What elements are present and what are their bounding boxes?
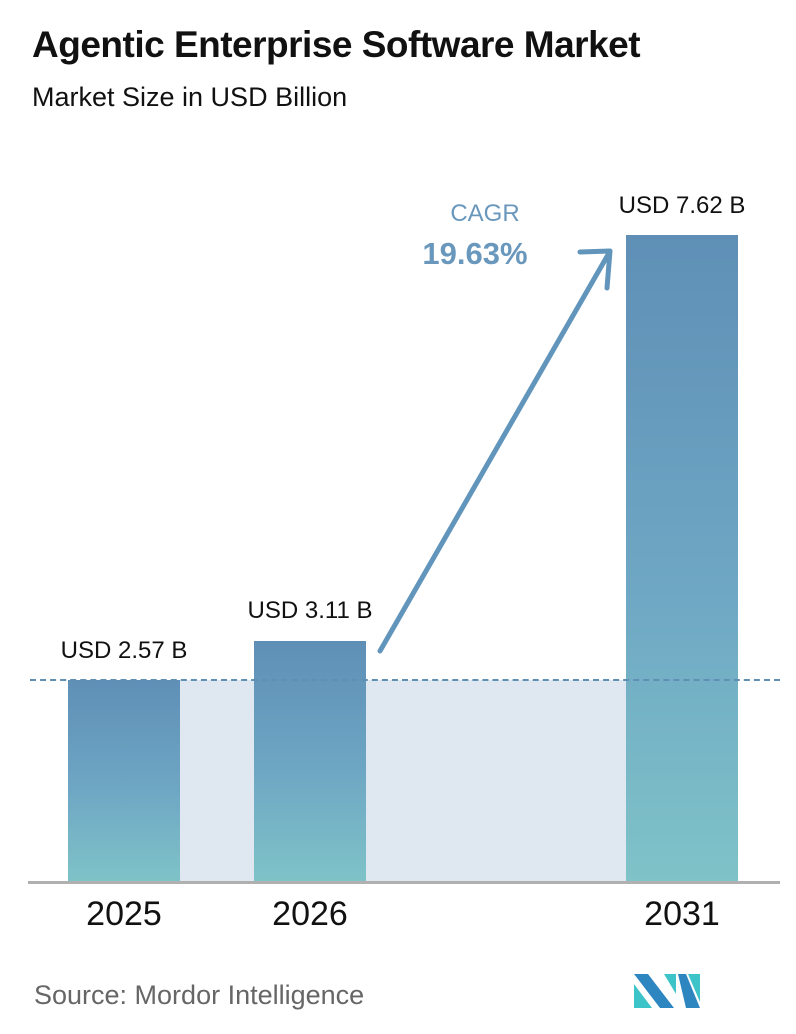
chart-title: Agentic Enterprise Software Market	[32, 24, 641, 65]
bar-2025	[68, 680, 180, 882]
bar-2026	[254, 641, 366, 882]
x-label-2026: 2026	[272, 895, 348, 933]
cagr-value: 19.63%	[422, 236, 528, 271]
reference-dashed-line	[30, 679, 780, 681]
source-text: Source: Mordor Intelligence	[34, 980, 365, 1010]
mordor-intelligence-logo-icon	[634, 974, 700, 1008]
value-label-2031: USD 7.62 B	[618, 192, 746, 219]
x-label-2031: 2031	[644, 895, 720, 933]
value-label-2025: USD 2.57 B	[60, 637, 188, 664]
bar-2031	[626, 235, 738, 882]
cagr-label: CAGR	[450, 200, 520, 227]
chart-subtitle: Market Size in USD Billion	[32, 82, 348, 112]
x-label-2025: 2025	[86, 895, 162, 933]
value-label-2026: USD 3.11 B	[247, 597, 373, 624]
x-axis-line	[28, 881, 780, 884]
